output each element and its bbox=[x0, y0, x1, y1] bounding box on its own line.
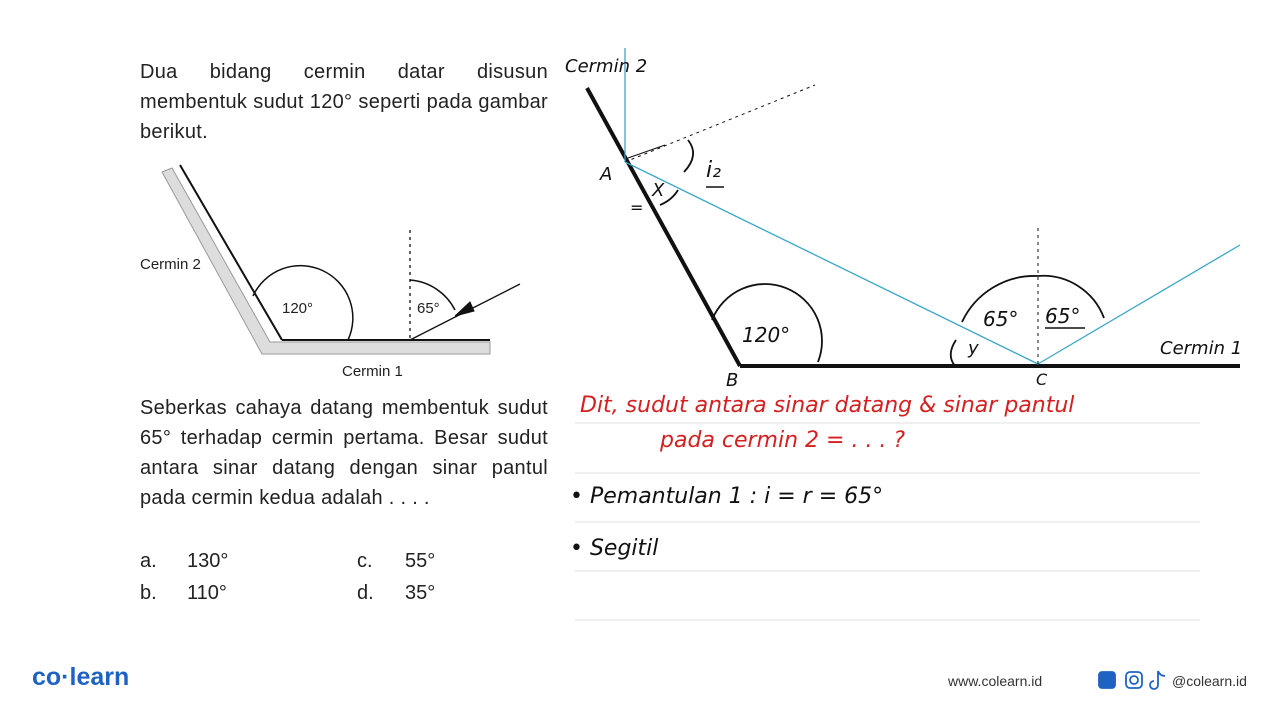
figure-label: Cermin 2 bbox=[140, 256, 201, 273]
social-icons bbox=[1098, 670, 1166, 690]
option-text: 55° bbox=[405, 550, 436, 572]
sketch-angle: y bbox=[968, 338, 979, 359]
sketch-angle: 65° bbox=[1045, 304, 1081, 328]
option-letter: b. bbox=[140, 582, 157, 604]
note: • Segitil bbox=[570, 536, 659, 561]
figure-angle: 120° bbox=[282, 300, 314, 317]
sketch bbox=[585, 48, 1241, 368]
website: www.colearn.id bbox=[948, 673, 1043, 689]
figure-label: Cermin 1 bbox=[342, 363, 403, 380]
social-handle: @colearn.id bbox=[1172, 673, 1247, 689]
sketch-angle: 120° bbox=[742, 323, 791, 347]
option-letter: a. bbox=[140, 550, 157, 572]
note: Dit, sudut antara sinar datang & sinar p… bbox=[580, 393, 1075, 418]
sketch-mark: = bbox=[630, 198, 644, 217]
question-intro: Dua bidang cermin datar disusun membentu… bbox=[140, 61, 548, 143]
sketch-point: C bbox=[1036, 370, 1048, 389]
option-letter: d. bbox=[357, 582, 374, 604]
brand-logo: co·learn bbox=[32, 663, 130, 691]
sketch-angle: 65° bbox=[983, 307, 1019, 331]
sketch-angle: i₂ bbox=[706, 158, 721, 183]
note: pada cermin 2 = . . . ? bbox=[660, 428, 906, 453]
option-letter: c. bbox=[357, 550, 373, 572]
printed-figure bbox=[161, 164, 521, 355]
option-text: 110° bbox=[187, 582, 227, 604]
option-text: 130° bbox=[187, 550, 229, 572]
sketch-label: Cermin 2 bbox=[565, 56, 648, 77]
note: • Pemantulan 1 : i = r = 65° bbox=[570, 484, 884, 509]
option-text: 35° bbox=[405, 582, 436, 604]
question-body: Seberkas cahaya datang membentuk sudut 6… bbox=[140, 397, 548, 509]
sketch-point: B bbox=[726, 370, 739, 391]
sketch-angle: X bbox=[652, 180, 665, 201]
figure-angle: 65° bbox=[417, 300, 440, 317]
ruled-lines bbox=[575, 422, 1200, 621]
sketch-point: A bbox=[600, 164, 613, 185]
sketch-label: Cermin 1 bbox=[1160, 338, 1243, 359]
